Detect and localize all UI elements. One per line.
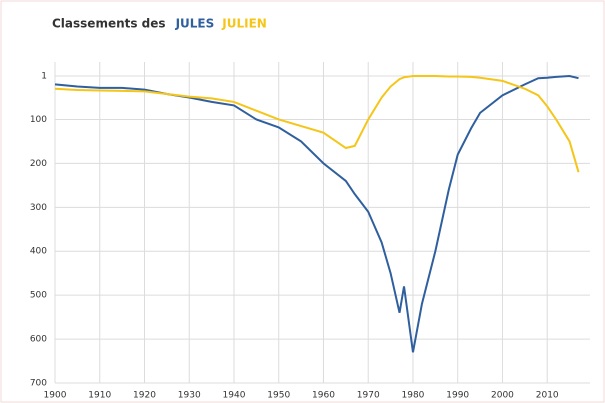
- x-tick-label: 1970: [357, 391, 380, 401]
- x-tick-label: 1900: [44, 391, 67, 401]
- y-tick-label: 400: [30, 247, 47, 257]
- y-tick-label: 600: [30, 335, 47, 345]
- x-tick-label: 2010: [536, 391, 559, 401]
- x-tick-label: 1920: [133, 391, 156, 401]
- y-tick-label: 200: [30, 159, 47, 169]
- line-series: [54, 75, 580, 173]
- y-tick-label: 1: [41, 72, 47, 82]
- x-tick-label: 1910: [88, 391, 111, 401]
- legend-label: JULIEN: [221, 17, 267, 31]
- x-tick-label: 1940: [223, 391, 246, 401]
- y-tick-label: 100: [30, 115, 47, 125]
- y-tick-label: 300: [30, 203, 47, 213]
- x-tick-label: 1960: [312, 391, 335, 401]
- y-tick-label: 700: [30, 379, 47, 389]
- x-tick-label: 1930: [178, 391, 201, 401]
- x-tick-label: 2000: [491, 391, 514, 401]
- x-tick-label: 1950: [267, 391, 290, 401]
- y-tick-label: 500: [30, 291, 47, 301]
- x-tick-label: 1980: [402, 391, 425, 401]
- chart-title: Classements des: [52, 17, 166, 31]
- x-tick-label: 1990: [446, 391, 469, 401]
- legend-label: JULES: [175, 17, 215, 31]
